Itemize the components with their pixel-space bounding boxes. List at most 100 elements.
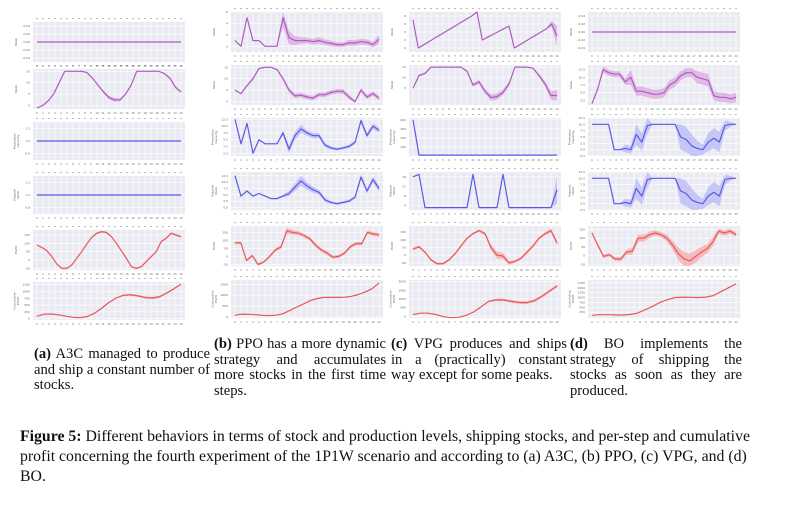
x-tick-label: 10	[293, 54, 297, 58]
data-point	[248, 314, 250, 315]
x-tick-label: 5	[66, 322, 68, 326]
data-point	[355, 243, 357, 244]
y-tick-label: 7.5	[223, 131, 228, 135]
top-tick	[258, 168, 260, 169]
data-point	[262, 315, 263, 316]
y-tick-label: 1000	[220, 293, 228, 297]
x-tick-label: 22	[167, 322, 171, 326]
top-tick	[102, 226, 104, 227]
top-tick	[276, 8, 278, 9]
x-tick-label: 12	[662, 54, 666, 58]
data-point	[412, 314, 414, 315]
top-tick	[484, 8, 486, 9]
data-point	[550, 95, 552, 96]
y-tick-label: 0.04	[23, 24, 30, 28]
y-tick-label: 5	[28, 92, 30, 96]
top-tick	[669, 8, 671, 9]
data-point	[424, 251, 426, 253]
top-tick	[603, 222, 605, 223]
data-point	[288, 37, 290, 39]
x-tick-label: 7	[454, 320, 456, 324]
data-point	[72, 316, 74, 318]
series-line	[235, 230, 380, 265]
x-tick-label: 13	[311, 212, 315, 216]
top-tick	[252, 61, 254, 62]
x-tick-label: 15	[125, 111, 129, 115]
data-point	[234, 119, 236, 120]
data-point	[657, 31, 659, 33]
top-tick	[735, 168, 737, 169]
data-point	[518, 302, 520, 303]
x-tick-label: 5	[66, 111, 68, 115]
top-tick	[330, 61, 332, 62]
top-tick	[478, 276, 480, 277]
data-point	[503, 299, 505, 301]
data-point	[46, 250, 48, 252]
top-tick	[126, 118, 128, 119]
top-tick	[42, 18, 44, 19]
x-tick-label: 6	[448, 54, 450, 58]
x-tick-label: 20	[155, 111, 159, 115]
top-tick	[108, 118, 110, 119]
x-tick-label: 4	[615, 212, 617, 216]
data-point	[318, 135, 320, 136]
top-tick	[639, 61, 641, 62]
top-tick	[621, 61, 623, 62]
top-tick	[705, 168, 707, 169]
data-point	[54, 194, 56, 196]
x-tick-label: 14	[495, 212, 499, 216]
x-tick-label: 22	[167, 111, 171, 115]
top-tick	[156, 172, 158, 173]
x-tick-label: 13	[668, 107, 672, 111]
top-tick	[36, 18, 38, 19]
y-axis-label: Production	[210, 129, 214, 145]
x-tick-label: 4	[60, 322, 62, 326]
data-point	[472, 154, 474, 156]
data-point	[478, 207, 480, 208]
subplot-bo-4: 0 1 2 3 4 5 6 7 8 9 10 11 12 13 14 15 16 17 18 19 20 21 22 23 24…	[569, 222, 740, 272]
y-tick-label: 0	[226, 254, 228, 258]
data-point	[626, 251, 627, 253]
top-tick	[442, 114, 444, 115]
data-point	[348, 96, 350, 98]
top-tick	[651, 61, 653, 62]
top-tick	[651, 8, 653, 9]
x-tick-label: 14	[674, 54, 678, 58]
top-tick	[120, 226, 122, 227]
data-point	[606, 314, 608, 315]
data-point	[144, 297, 146, 298]
data-point	[145, 261, 147, 262]
data-point	[258, 139, 260, 141]
top-tick	[544, 276, 546, 277]
x-tick-label: 1	[597, 268, 599, 272]
x-tick-label: 9	[288, 107, 290, 111]
top-tick	[723, 222, 725, 223]
top-tick	[174, 226, 176, 227]
data-point	[294, 95, 296, 97]
top-tick	[300, 168, 302, 169]
data-point	[723, 31, 725, 33]
top-tick	[651, 114, 653, 115]
data-point	[674, 178, 676, 179]
top-tick	[526, 8, 528, 9]
x-tick-label: 15	[680, 268, 684, 272]
x-tick-label: 6	[448, 268, 450, 272]
x-tick-label: 24	[179, 272, 183, 276]
x-tick-label: 12	[305, 320, 309, 324]
top-tick	[556, 168, 558, 169]
data-point	[484, 233, 486, 234]
y-tick-label: -50	[25, 266, 30, 270]
top-tick	[669, 168, 671, 169]
x-tick-label: 18	[519, 54, 523, 58]
data-point	[282, 78, 284, 80]
top-tick	[144, 18, 146, 19]
x-tick-label: 24	[734, 158, 738, 162]
top-tick	[54, 65, 56, 66]
top-tick	[126, 278, 128, 279]
top-tick	[90, 226, 92, 227]
data-point	[47, 100, 49, 102]
top-tick	[132, 278, 134, 279]
top-tick	[556, 222, 558, 223]
subplot-vpg-2: 0 1 2 3 4 5 6 7 8 9 10 11 12 13 14 15 16 17 18 19 20 21 22 23 24…	[388, 114, 561, 162]
top-tick	[366, 168, 368, 169]
